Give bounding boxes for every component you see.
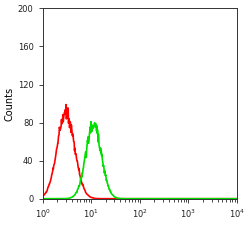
- Y-axis label: Counts: Counts: [5, 86, 15, 121]
